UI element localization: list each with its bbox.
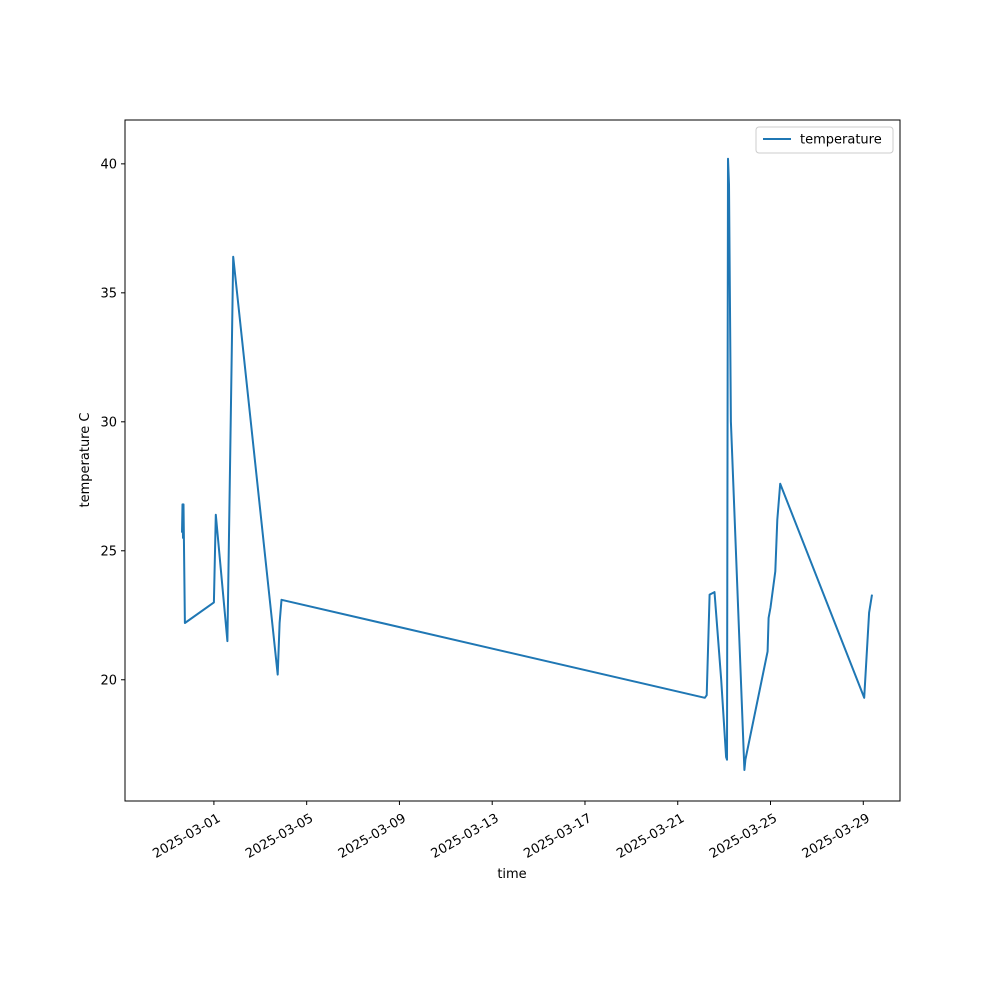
legend-box	[755, 126, 894, 154]
legend: temperature	[755, 126, 894, 154]
series-line-temperature	[181, 157, 873, 771]
legend-label: temperature	[800, 133, 882, 148]
y-tick-label: 30	[100, 415, 117, 430]
y-tick-label: 35	[100, 286, 117, 301]
plot-area	[181, 157, 873, 771]
y-tick-label: 25	[100, 544, 117, 559]
x-axis-label: time	[497, 867, 526, 882]
y-axis-label: temperature C	[78, 413, 93, 508]
y-tick-label: 40	[100, 157, 117, 172]
y-tick-label: 20	[100, 673, 117, 688]
plot-frame	[124, 119, 901, 802]
